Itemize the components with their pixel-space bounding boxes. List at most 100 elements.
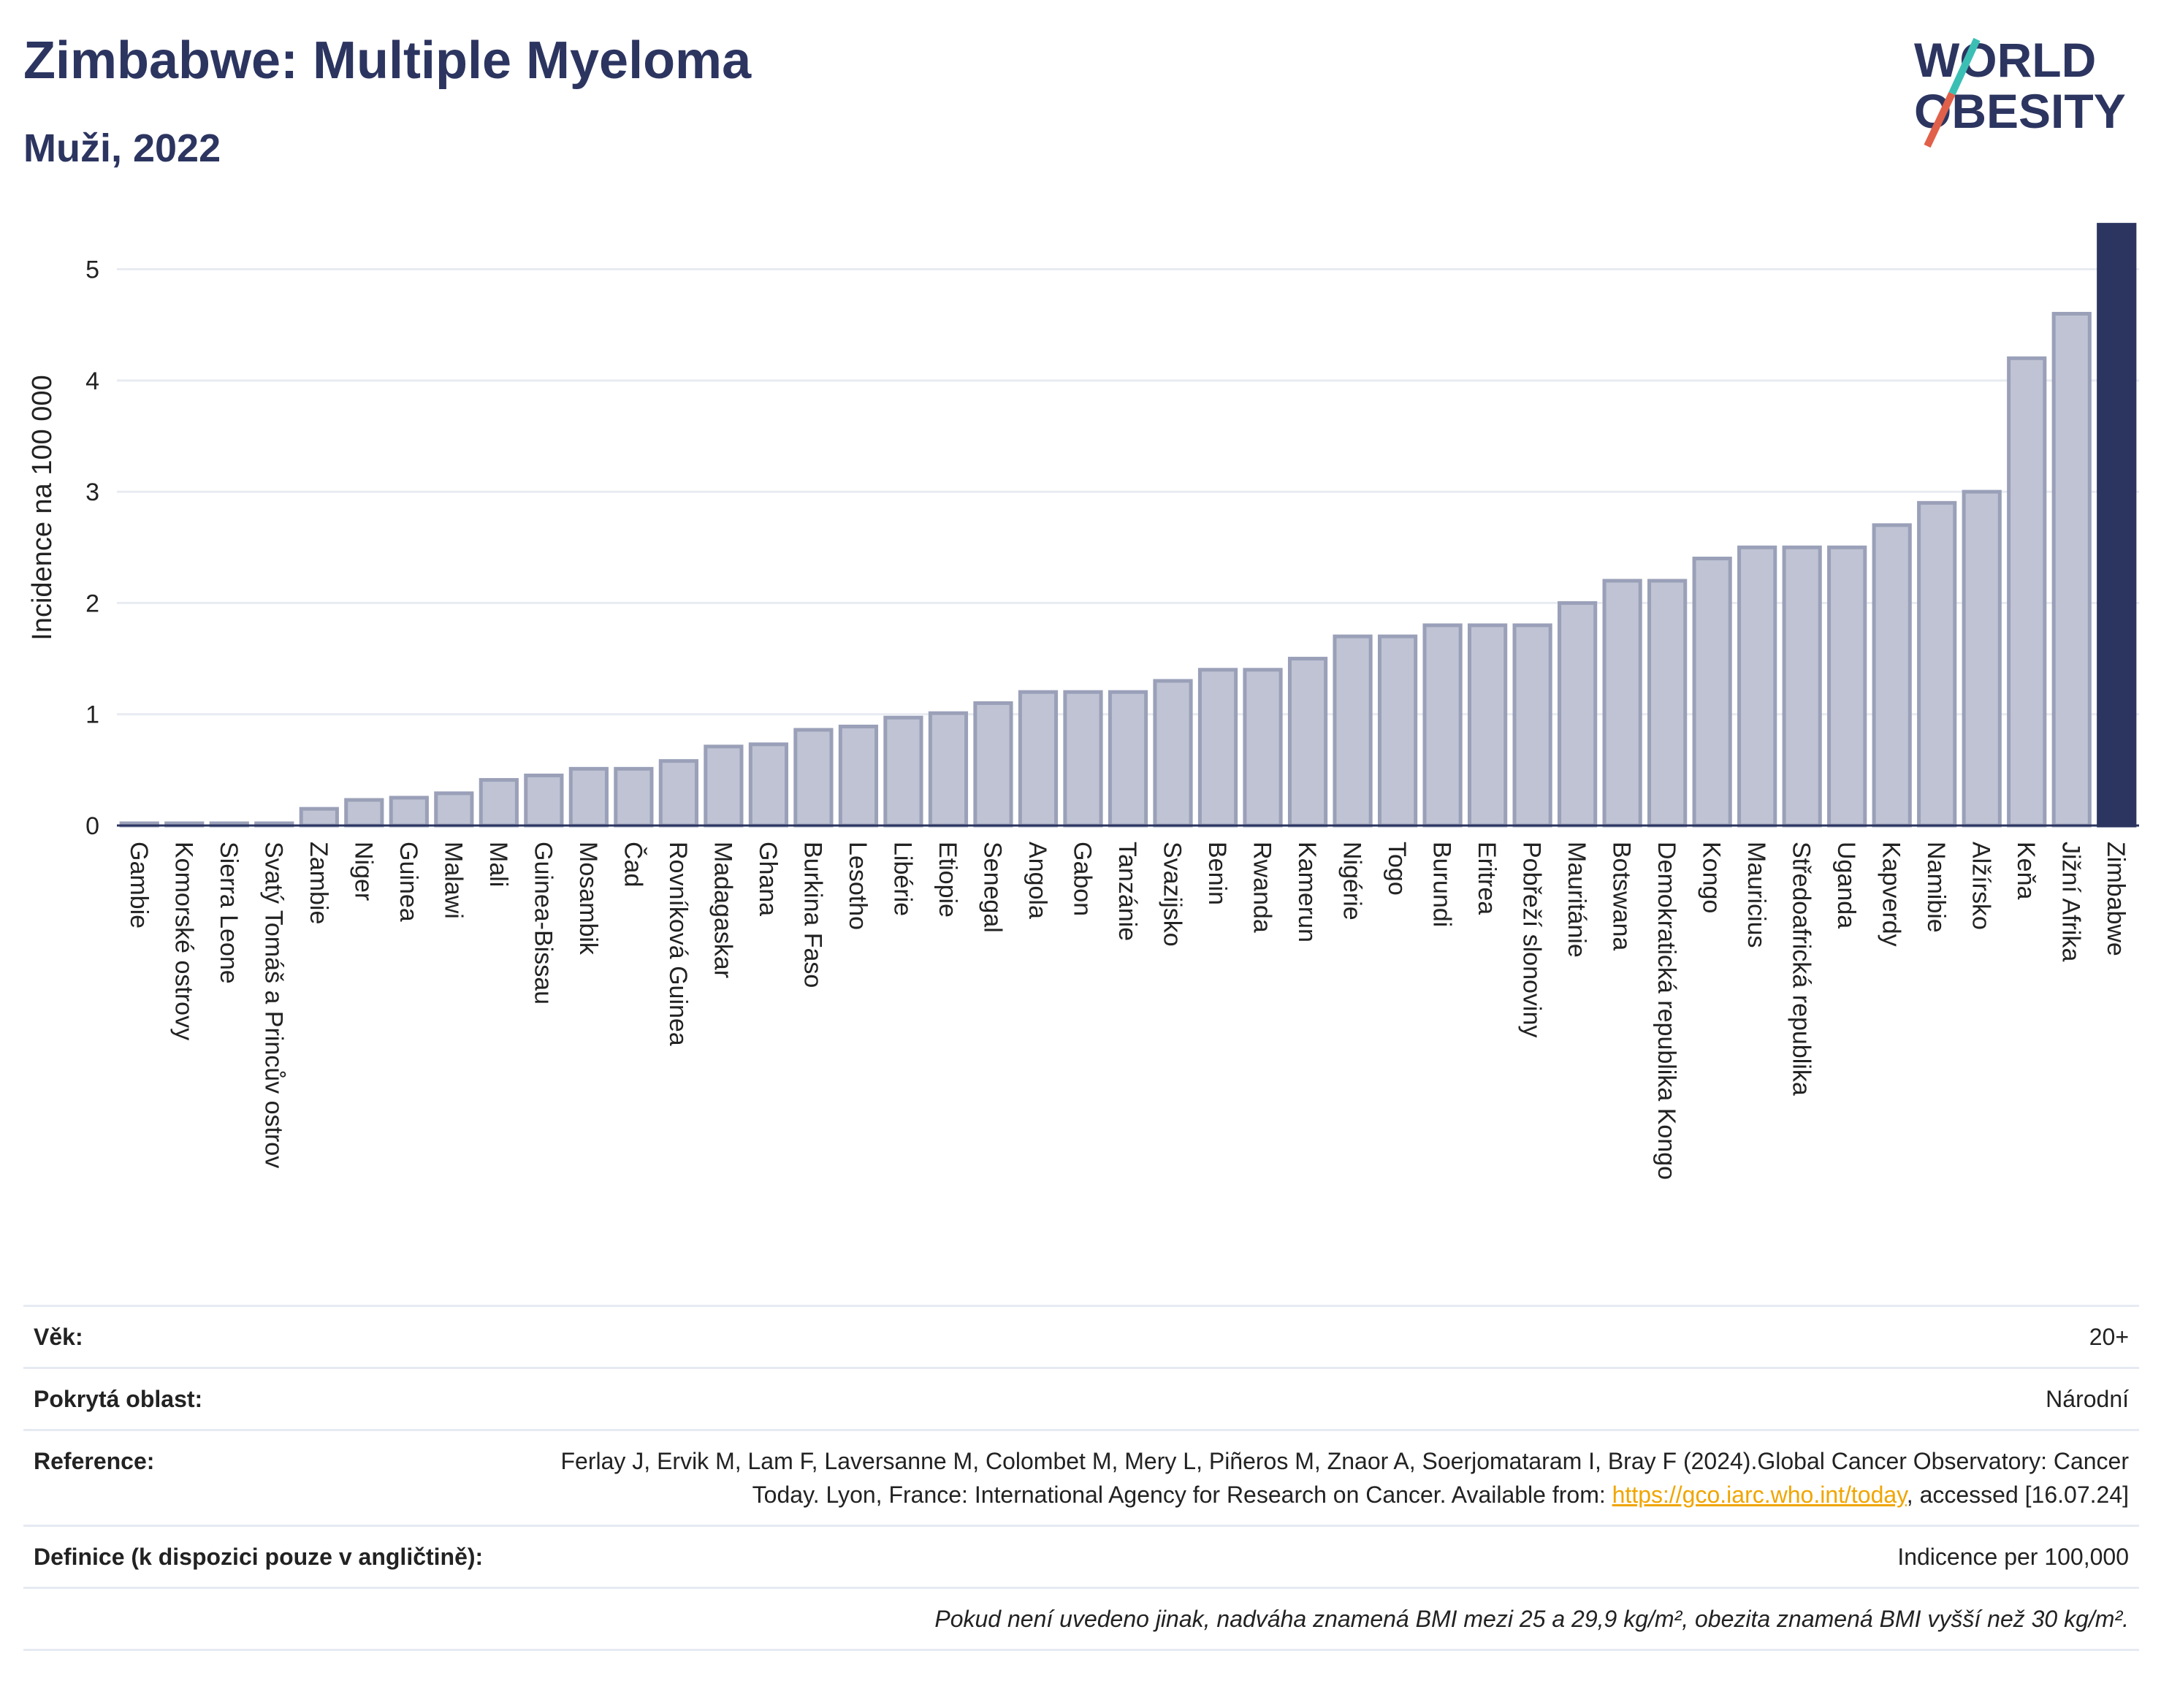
bar-chart: 0 1 2 3 4 5 Gambie Komorské ostrovy Sierra Leon…	[27, 223, 2139, 1180]
x-category-label: Nigérie	[1338, 842, 1366, 920]
bar-26	[1287, 657, 1328, 828]
bar-15	[793, 728, 834, 828]
x-category-label: Svatý Tomáš a Princův ostrov	[259, 842, 287, 1168]
bar-28	[1377, 634, 1418, 828]
reference-text: Ferlay J, Ervik M, Lam F, Laversanne M, …	[560, 1448, 2129, 1508]
x-category-label: Guinea-Bissau	[529, 842, 557, 1004]
x-category-label: Botswana	[1608, 842, 1636, 950]
x-category-label: Kongo	[1698, 842, 1726, 913]
x-category-label: Lesotho	[844, 842, 872, 930]
x-category-label: Mauricius	[1742, 842, 1770, 948]
logo-line1: WORLD	[1914, 33, 2096, 87]
x-category-label: Alžírsko	[1967, 842, 1995, 930]
bar-14	[748, 742, 789, 828]
x-category-label: Guinea	[395, 842, 422, 922]
bar-43	[2051, 311, 2092, 828]
bar-19	[973, 701, 1013, 828]
x-category-label: Svazijsko	[1159, 842, 1186, 947]
x-category-label: Benin	[1203, 842, 1231, 905]
x-category-label: Angola	[1024, 842, 1051, 919]
bar-29	[1422, 623, 1463, 828]
x-category-label: Togo	[1383, 842, 1411, 896]
x-category-label: Jižní Afrika	[2057, 842, 2085, 961]
bar-20	[1018, 690, 1059, 828]
bar-22	[1108, 690, 1148, 828]
bar-11	[614, 766, 654, 828]
bar-38	[1827, 545, 1867, 828]
x-category-label: Pobřeží slonoviny	[1518, 842, 1546, 1037]
x-category-label: Mauritánie	[1563, 842, 1590, 958]
x-category-label: Malawi	[439, 842, 467, 919]
bar-27	[1333, 634, 1373, 828]
bar-41	[1962, 489, 2002, 828]
definition-label: Definice (k dispozici pouze v angličtině…	[34, 1544, 484, 1570]
x-category-label: Sierra Leone	[215, 842, 243, 984]
reference-link[interactable]: https://gco.iarc.who.int/today	[1612, 1482, 1907, 1508]
x-category-label: Madagaskar	[709, 842, 736, 978]
bar-37	[1782, 545, 1822, 828]
x-category-label: Niger	[349, 842, 377, 901]
info-row-area: Pokrytá oblast: Národní	[23, 1367, 2139, 1429]
x-category-label: Burundi	[1428, 842, 1456, 927]
bar-10	[568, 766, 609, 828]
bmi-note: Pokud není uvedeno jinak, nadváha znamen…	[934, 1606, 2129, 1632]
reference-tail: , accessed [16.07.24]	[1906, 1482, 2129, 1508]
chart-title: Zimbabwe: Multiple Myeloma	[23, 31, 752, 90]
bar-9	[524, 773, 564, 828]
bar-44	[2097, 223, 2137, 828]
reference-label: Reference:	[34, 1448, 155, 1474]
area-label: Pokrytá oblast:	[34, 1386, 203, 1412]
logo-slash-teal	[1948, 37, 1981, 96]
bar-8	[479, 778, 519, 828]
x-category-label: Rovníková Guinea	[664, 842, 692, 1046]
bar-33	[1602, 579, 1642, 828]
bar-34	[1647, 579, 1688, 828]
y-tick-label: 5	[85, 256, 99, 284]
info-row-reference: Reference: Ferlay J, Ervik M, Lam F, Lav…	[23, 1429, 2139, 1525]
x-category-label: Ghana	[754, 842, 782, 916]
x-category-label: Eritrea	[1473, 842, 1501, 915]
bar-4	[299, 807, 339, 828]
y-axis-ticks: 0 1 2 3 4 5	[85, 256, 99, 840]
y-tick-label: 1	[85, 701, 99, 729]
x-category-label: Namibie	[1922, 842, 1950, 933]
x-category-label: Středoafrická republika	[1788, 842, 1815, 1096]
info-table: Věk: 20+ Pokrytá oblast: Národní Referen…	[23, 1305, 2139, 1651]
y-axis-label: Incidence na 100 000	[27, 375, 58, 640]
world-obesity-logo: WORLD OBESITY	[1914, 33, 2126, 148]
bar-31	[1512, 623, 1552, 828]
x-category-label: Zimbabwe	[2102, 842, 2130, 956]
bar-32	[1558, 601, 1598, 828]
age-value: 20+	[2089, 1324, 2129, 1350]
area-value: Národní	[2046, 1386, 2129, 1412]
bar-7	[434, 791, 474, 828]
info-row-note: Pokud není uvedeno jinak, nadváha znamen…	[23, 1587, 2139, 1651]
bar-40	[1917, 500, 1957, 828]
age-label: Věk:	[34, 1324, 83, 1350]
x-category-label: Tanzánie	[1113, 842, 1141, 941]
bar-39	[1872, 523, 1912, 828]
bar-18	[928, 711, 969, 828]
x-category-label: Zambie	[305, 842, 332, 924]
y-tick-label: 0	[85, 812, 99, 840]
y-tick-label: 3	[85, 479, 99, 506]
bar-12	[658, 759, 698, 828]
x-category-label: Etiopie	[934, 842, 961, 918]
bar-35	[1692, 556, 1732, 828]
y-tick-label: 2	[85, 590, 99, 617]
x-category-label: Burkina Faso	[799, 842, 826, 988]
x-category-label: Mali	[484, 842, 512, 887]
x-category-label: Kamerun	[1293, 842, 1321, 942]
bar-23	[1153, 679, 1193, 828]
x-category-label: Čad	[619, 842, 647, 887]
x-category-label: Gambie	[125, 842, 153, 929]
x-category-label: Libérie	[888, 842, 916, 916]
bar-5	[344, 798, 384, 828]
bar-6	[389, 796, 429, 828]
x-category-label: Keňa	[2012, 842, 2040, 899]
x-category-label: Senegal	[978, 842, 1006, 933]
x-category-label: Kapverdy	[1878, 842, 1905, 947]
y-tick-label: 4	[85, 367, 99, 395]
x-category-label: Mosambik	[574, 842, 602, 956]
x-category-label: Demokratická republika Kongo	[1653, 842, 1680, 1180]
